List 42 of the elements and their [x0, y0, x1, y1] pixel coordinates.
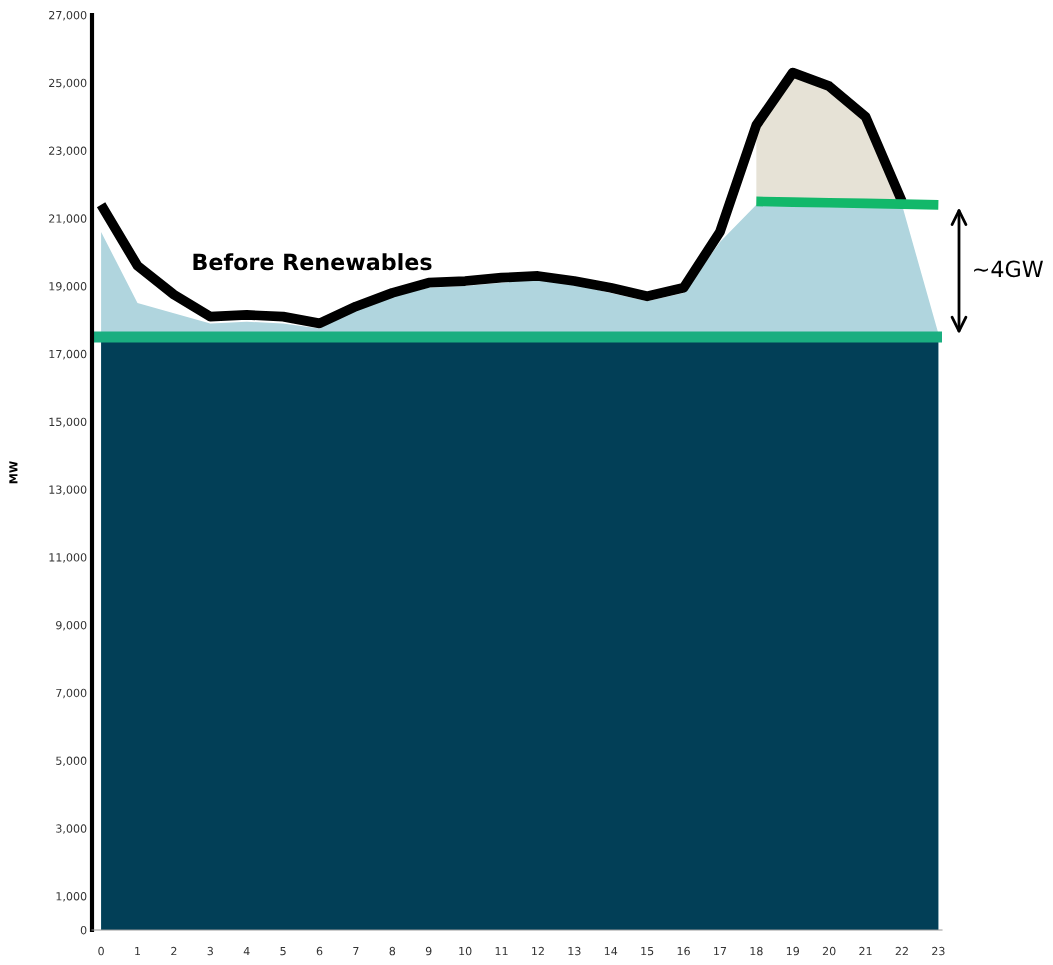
y-tick-label: 9,000 [56, 620, 87, 631]
x-tick-label: 12 [532, 946, 544, 956]
x-tick-label: 9 [425, 946, 432, 956]
y-tick-label: 5,000 [56, 756, 87, 767]
y-tick-label: 3,000 [56, 824, 87, 834]
x-tick-label: 14 [604, 947, 618, 956]
annotation: Before Renewables [193, 253, 432, 271]
x-tick-label: 13 [568, 946, 581, 956]
x-tick-label: 0 [98, 946, 104, 956]
y-tick-label: 11,000 [49, 553, 87, 563]
x-tick-label: 1 [135, 947, 141, 956]
y-tick-label: 7,000 [56, 688, 87, 699]
x-tick-label: 3 [207, 946, 213, 956]
y-axis-title: MW [9, 461, 18, 484]
y-tick-label: 0 [80, 925, 87, 935]
y-tick-label: 1,000 [56, 892, 87, 902]
text: ~4GW [974, 260, 1043, 278]
y-tick-label: 25,000 [49, 78, 87, 89]
y-tick-label: 15,000 [49, 417, 87, 428]
y-tick-label: 19,000 [49, 282, 87, 292]
x-tick-label: 23 [932, 946, 945, 956]
y-tick-label: 21,000 [49, 214, 87, 224]
x-tick-label: 16 [677, 946, 690, 956]
y-tick-label: 13,000 [49, 485, 87, 495]
x-tick-label: 6 [316, 946, 323, 956]
x-tick-label: 19 [786, 946, 800, 956]
x-tick-label: 4 [243, 947, 250, 956]
x-tick-label: 2 [171, 946, 177, 956]
x-tick-label: 17 [714, 947, 727, 956]
y-tick-label: 17,000 [49, 349, 87, 360]
x-tick-label: 22 [895, 946, 908, 956]
x-tick-label: 11 [495, 947, 508, 956]
x-tick-label: 18 [750, 946, 763, 956]
y-tick-label: 27,000 [49, 10, 87, 21]
x-tick-label: 21 [859, 946, 872, 956]
x-tick-label: 5 [280, 947, 286, 956]
x-tick-label: 20 [822, 946, 836, 956]
x-tick-label: 15 [641, 947, 654, 956]
y-tick-label: 23,000 [49, 146, 87, 157]
x-tick-label: 10 [459, 946, 472, 956]
x-tick-label: 8 [389, 946, 396, 956]
x-tick-label: 7 [353, 947, 359, 956]
